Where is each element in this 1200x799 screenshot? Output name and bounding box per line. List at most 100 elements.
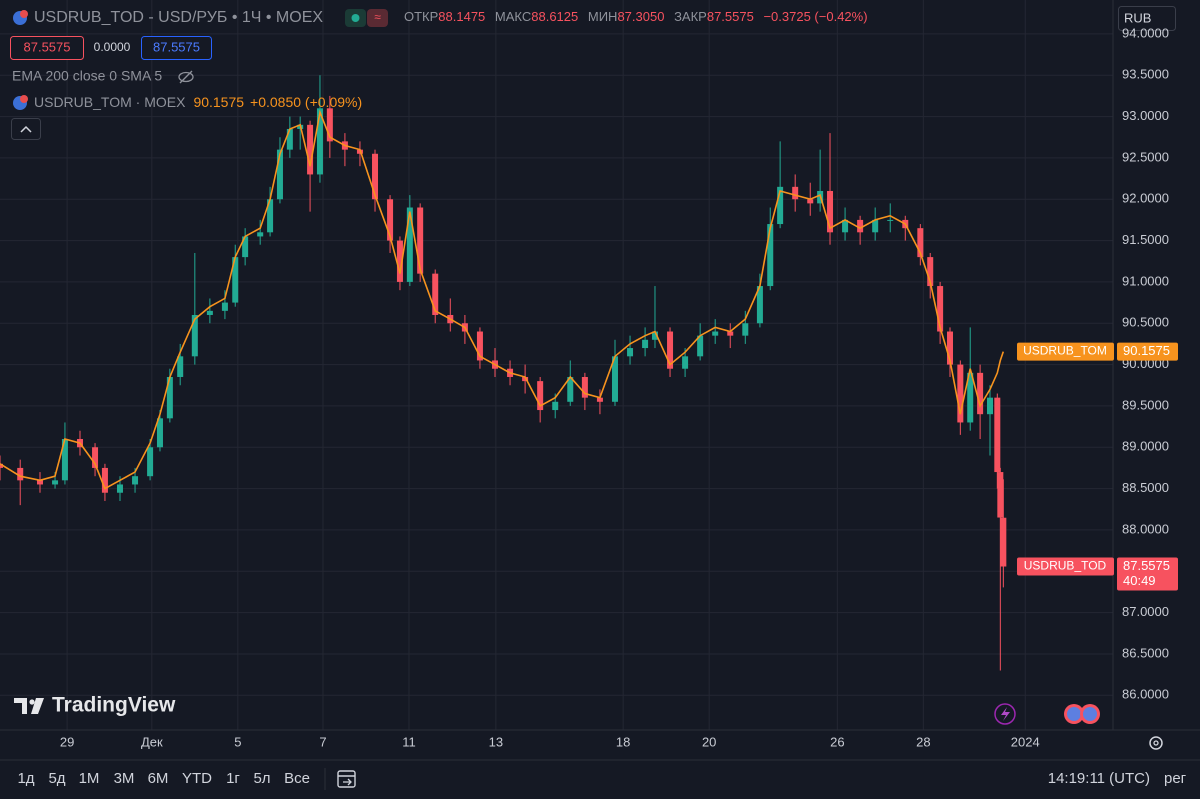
ohlc-label: МИН — [588, 9, 618, 24]
range-button[interactable]: Все — [284, 770, 310, 787]
calendar-arrow — [343, 778, 352, 786]
candle-body — [967, 372, 974, 423]
goto-date[interactable] — [337, 770, 356, 788]
x-tick-label: 7 — [319, 734, 326, 749]
collapse-button[interactable] — [11, 118, 41, 140]
range-button[interactable]: 5д — [48, 770, 65, 787]
range-button[interactable]: 6М — [148, 770, 169, 787]
last-price: 90.1575 — [1123, 343, 1170, 358]
candle-body — [116, 484, 123, 493]
candle-body — [792, 186, 799, 200]
hide-icon[interactable] — [178, 70, 194, 84]
range-button[interactable]: 1г — [226, 770, 240, 787]
candle-body — [396, 240, 403, 282]
range-button[interactable]: 1М — [79, 770, 100, 787]
x-tick-label: 29 — [60, 734, 74, 749]
spread: 0.0000 — [94, 40, 131, 54]
y-tick-label: 92.0000 — [1122, 191, 1169, 206]
econ-flag — [1067, 707, 1081, 721]
candle-body — [682, 356, 689, 369]
currency-select[interactable] — [1118, 6, 1176, 31]
clock[interactable]: 14:19:11 (UTC) — [1048, 770, 1150, 787]
candle-body — [372, 153, 379, 200]
ohlc-value: 88.1475 — [438, 9, 485, 24]
market-open-dot — [351, 14, 360, 22]
price-tag — [1117, 557, 1178, 591]
candle-body — [387, 199, 394, 241]
ohlc-value: 87.5575 — [707, 9, 754, 24]
ohlc: ОТКР88.1475 МАКС88.6125 МИН87.3050 ЗАКР8… — [404, 9, 868, 24]
candle-body — [286, 128, 293, 150]
logo-slash — [31, 698, 44, 714]
candle-body — [727, 331, 734, 336]
candle-body — [101, 467, 108, 493]
ohlc-label: МАКС — [495, 9, 531, 24]
event-bolt — [1001, 707, 1010, 721]
session[interactable]: рег — [1164, 770, 1187, 787]
candle-body — [147, 447, 154, 477]
collapse-icon — [20, 125, 32, 133]
series-name: USDRUB_TOM — [1023, 344, 1107, 358]
candle-body — [994, 397, 1001, 473]
logo-dot — [29, 699, 35, 705]
x-tick-label: 2024 — [1011, 734, 1040, 749]
y-tick-label: 93.0000 — [1122, 108, 1169, 123]
candle-body — [957, 364, 964, 423]
candle-body — [166, 376, 173, 419]
logo-text: TradingView — [52, 694, 176, 717]
range-button[interactable]: 3М — [114, 770, 135, 787]
candle-body — [206, 310, 213, 315]
compare-change: +0.0850 (+0.09%) — [250, 94, 362, 110]
candle-body — [987, 397, 994, 415]
candle-body — [887, 219, 894, 221]
candle-body — [406, 207, 413, 282]
econ-flag — [1083, 707, 1097, 721]
candle-body — [667, 331, 674, 369]
plot-area — [0, 0, 1113, 730]
candle-body — [522, 376, 529, 382]
y-tick-label: 88.5000 — [1122, 480, 1169, 495]
candle-body — [326, 108, 333, 142]
gear — [1149, 736, 1163, 750]
x-tick-label: 18 — [616, 734, 630, 749]
range-button[interactable]: 5л — [253, 770, 270, 787]
y-tick-label: 89.0000 — [1122, 439, 1169, 454]
ask-box[interactable] — [141, 36, 212, 60]
y-tick-label: 87.0000 — [1122, 604, 1169, 619]
candle-body — [417, 207, 424, 274]
bid-price: 87.5575 — [24, 39, 71, 54]
x-tick-label: 26 — [830, 734, 844, 749]
candle-body — [0, 463, 3, 468]
candle-body — [651, 331, 658, 340]
calendar — [337, 770, 356, 788]
compare-flag-dot — [20, 95, 28, 103]
candle-body — [156, 418, 163, 448]
candle-body — [712, 331, 719, 336]
candle-body — [132, 476, 139, 485]
last-price: 87.5575 — [1123, 558, 1170, 573]
candle-body — [552, 401, 559, 411]
candle-body — [276, 149, 283, 200]
candle-body — [756, 286, 763, 324]
ohlc-value: 87.3050 — [617, 9, 664, 24]
candle-body — [52, 480, 59, 485]
delay-badge[interactable] — [367, 9, 388, 27]
x-tick-label: 28 — [916, 734, 930, 749]
y-tick-label: 88.0000 — [1122, 521, 1169, 536]
candle-body — [767, 224, 774, 287]
candle-body — [36, 480, 43, 485]
price-tag — [1117, 342, 1178, 361]
y-tick-label: 86.5000 — [1122, 645, 1169, 660]
bid-box[interactable] — [10, 36, 84, 60]
candle-body — [92, 447, 99, 468]
candle-body — [872, 219, 879, 233]
range-button[interactable]: 1д — [17, 770, 34, 787]
x-tick-label: 11 — [402, 734, 416, 749]
settings-icon[interactable] — [1149, 736, 1163, 750]
range-button[interactable]: YTD — [182, 770, 212, 787]
logo: TradingView — [14, 694, 176, 717]
x-tick-label: 5 — [234, 734, 241, 749]
candle-body — [937, 286, 944, 332]
